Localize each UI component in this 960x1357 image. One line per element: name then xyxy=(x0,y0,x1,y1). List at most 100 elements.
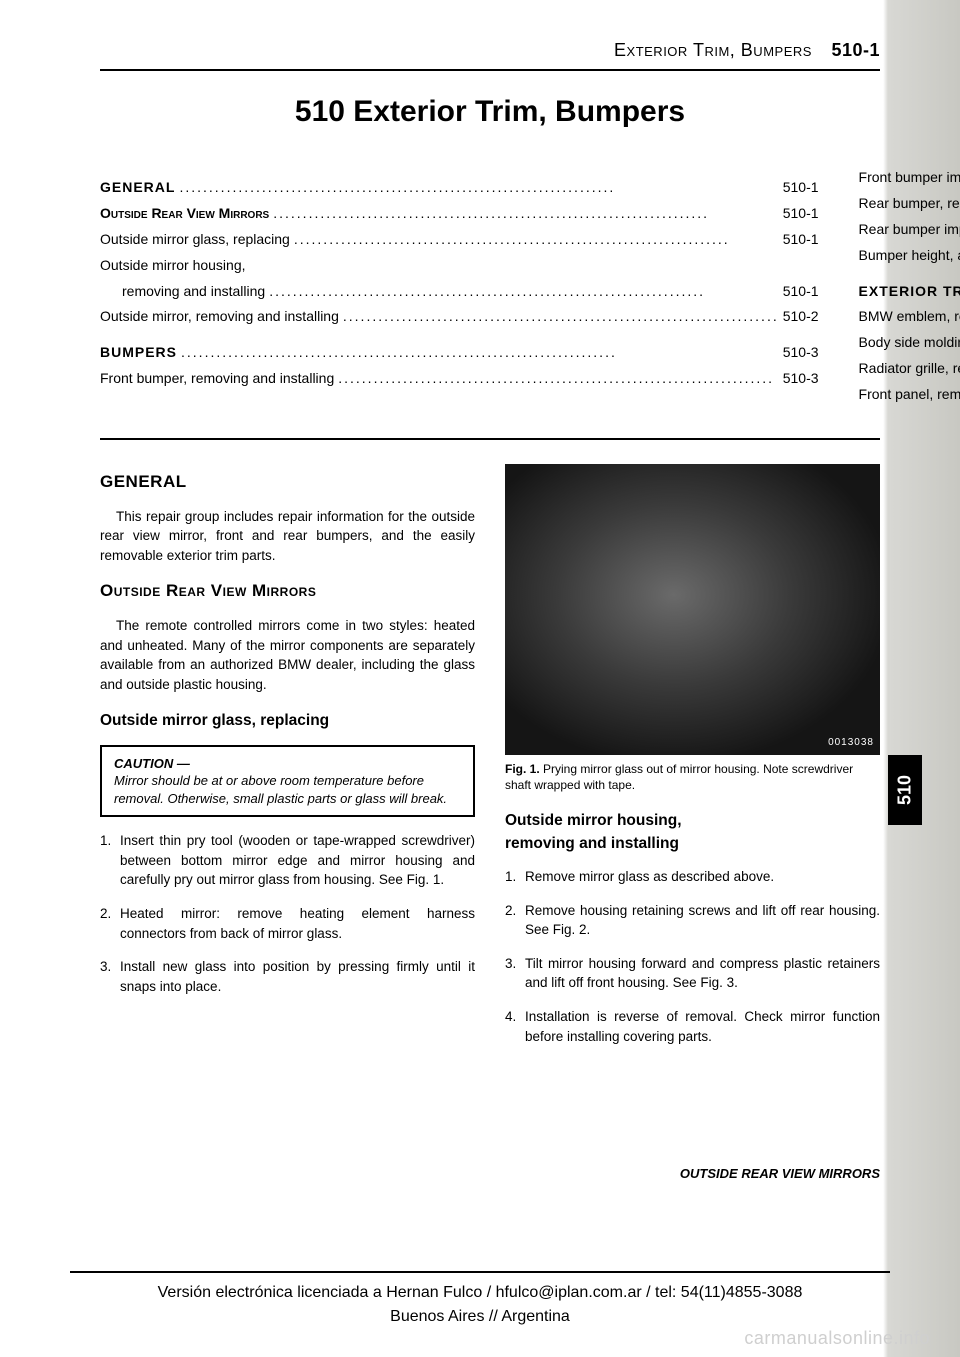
mirrors-para: The remote controlled mirrors come in tw… xyxy=(100,616,475,694)
step-number: 1. xyxy=(505,867,525,887)
figure-label: Fig. 1. xyxy=(505,762,540,776)
running-footer: OUTSIDE REAR VIEW MIRRORS xyxy=(680,1165,880,1184)
toc-dots xyxy=(290,227,783,253)
licence-footer: Versión electrónica licenciada a Hernan … xyxy=(70,1271,890,1329)
toc-label: Body side molding, replacing xyxy=(859,330,960,356)
toc-page: 510-3 xyxy=(783,366,819,392)
caution-box: CAUTION — Mirror should be at or above r… xyxy=(100,745,475,818)
step-text: Heated mirror: remove heating element ha… xyxy=(120,904,475,943)
toc-label: Rear bumper impact absorber, replacing xyxy=(859,217,960,243)
page: Exterior Trim, Bumpers 510-1 510 Exterio… xyxy=(0,0,960,1357)
running-header: Exterior Trim, Bumpers 510-1 xyxy=(100,40,880,71)
toc-dots xyxy=(339,304,783,330)
toc-page: 510-1 xyxy=(783,227,819,253)
toc-page: 510-2 xyxy=(783,304,819,330)
toc-row: Outside Rear View Mirrors 510-1 xyxy=(100,201,819,227)
glass-steps: 1.Insert thin pry tool (wooden or tape-w… xyxy=(100,831,475,996)
step-number: 3. xyxy=(505,954,525,993)
step-number: 2. xyxy=(100,904,120,943)
toc-row: BUMPERS 510-3 xyxy=(100,340,819,366)
step-item: 1.Remove mirror glass as described above… xyxy=(505,867,880,887)
watermark: carmanualsonline.info xyxy=(744,1328,930,1349)
step-number: 4. xyxy=(505,1007,525,1046)
mirrors-heading: Outside Rear View Mirrors xyxy=(100,579,475,604)
toc-label: Front panel, removing and installing xyxy=(859,382,960,408)
figure-id: 0013038 xyxy=(828,736,874,751)
housing-steps: 1.Remove mirror glass as described above… xyxy=(505,867,880,1046)
step-text: Install new glass into position by press… xyxy=(120,957,475,996)
toc-row: Rear bumper, removing and installing510-… xyxy=(859,191,960,217)
toc-row: Body side molding, replacing510-7 xyxy=(859,330,960,356)
body-columns: GENERAL This repair group includes repai… xyxy=(100,464,880,1184)
toc-row: Front bumper, removing and installing 510… xyxy=(100,366,819,392)
housing-heading-1: Outside mirror housing, xyxy=(505,810,880,832)
step-item: 2.Remove housing retaining screws and li… xyxy=(505,901,880,940)
step-text: Remove housing retaining screws and lift… xyxy=(525,901,880,940)
toc-page: 510-1 xyxy=(783,175,819,201)
toc-row: removing and installing510-1 xyxy=(100,279,819,305)
glass-heading: Outside mirror glass, replacing xyxy=(100,710,475,732)
toc-row: BMW emblem, removing and installing510-7 xyxy=(859,304,960,330)
toc-row: Front bumper impact absorber, replacing5… xyxy=(859,165,960,191)
toc-row: Outside mirror glass, replacing 510-1 xyxy=(100,227,819,253)
toc-page: 510-1 xyxy=(783,201,819,227)
housing-heading-2: removing and installing xyxy=(505,833,880,855)
header-page: 510-1 xyxy=(831,40,880,60)
chapter-title: 510 Exterior Trim, Bumpers xyxy=(100,95,880,129)
toc-dots xyxy=(177,340,783,366)
licence-line-2: Buenos Aires // Argentina xyxy=(70,1305,890,1329)
toc-dots xyxy=(175,175,782,201)
left-column: GENERAL This repair group includes repai… xyxy=(100,464,475,1184)
figure-caption: Fig. 1. Prying mirror glass out of mirro… xyxy=(505,761,880,795)
caution-title: CAUTION — xyxy=(114,756,190,771)
toc-dots xyxy=(265,279,783,305)
step-item: 1.Insert thin pry tool (wooden or tape-w… xyxy=(100,831,475,890)
toc-dots xyxy=(334,366,783,392)
general-para: This repair group includes repair inform… xyxy=(100,507,475,566)
toc-label: Outside mirror glass, replacing xyxy=(100,227,290,253)
toc-label: Outside mirror housing, xyxy=(100,253,246,279)
thumb-tab: 510 xyxy=(888,755,922,825)
toc-label: Bumper height, adjusting xyxy=(859,243,960,269)
toc-left-column: GENERAL 510-1 Outside Rear View Mirrors 510… xyxy=(100,165,819,408)
figure-image: 0013038 xyxy=(505,464,880,755)
toc-label: Outside Rear View Mirrors xyxy=(100,201,269,227)
toc-row: Bumper height, adjusting510-6 xyxy=(859,243,960,269)
content-area: Exterior Trim, Bumpers 510-1 510 Exterio… xyxy=(100,40,880,1184)
step-text: Tilt mirror housing forward and compress… xyxy=(525,954,880,993)
step-item: 3.Tilt mirror housing forward and compre… xyxy=(505,954,880,993)
toc-label: EXTERIOR TRIM xyxy=(859,279,960,305)
toc-dots xyxy=(269,201,783,227)
toc-label: Radiator grille, removing and installing xyxy=(859,356,960,382)
table-of-contents: GENERAL 510-1 Outside Rear View Mirrors 510… xyxy=(100,165,880,408)
figure-text: Prying mirror glass out of mirror housin… xyxy=(505,762,853,793)
step-text: Installation is reverse of removal. Chec… xyxy=(525,1007,880,1046)
toc-row: Radiator grille, removing and installing… xyxy=(859,356,960,382)
toc-row: Front panel, removing and installing510-… xyxy=(859,382,960,408)
toc-row: Outside mirror, removing and installing 5… xyxy=(100,304,819,330)
toc-page: 510-1 xyxy=(783,279,819,305)
header-title: Exterior Trim, Bumpers xyxy=(614,40,812,60)
toc-row: Rear bumper impact absorber, replacing51… xyxy=(859,217,960,243)
step-number: 1. xyxy=(100,831,120,890)
toc-page: 510-3 xyxy=(783,340,819,366)
toc-label: GENERAL xyxy=(100,175,175,201)
toc-label: BUMPERS xyxy=(100,340,177,366)
step-item: 4.Installation is reverse of removal. Ch… xyxy=(505,1007,880,1046)
toc-row: EXTERIOR TRIM510-6 xyxy=(859,279,960,305)
toc-label: Rear bumper, removing and installing xyxy=(859,191,960,217)
step-item: 3.Install new glass into position by pre… xyxy=(100,957,475,996)
toc-label: BMW emblem, removing and installing xyxy=(859,304,960,330)
toc-row: GENERAL 510-1 xyxy=(100,175,819,201)
toc-label: Front bumper, removing and installing xyxy=(100,366,334,392)
step-number: 2. xyxy=(505,901,525,940)
caution-body: Mirror should be at or above room temper… xyxy=(114,773,447,806)
right-column: 0013038 Fig. 1. Prying mirror glass out … xyxy=(505,464,880,1184)
step-text: Insert thin pry tool (wooden or tape-wra… xyxy=(120,831,475,890)
step-item: 2.Heated mirror: remove heating element … xyxy=(100,904,475,943)
toc-label: Outside mirror, removing and installing xyxy=(100,304,339,330)
step-number: 3. xyxy=(100,957,120,996)
licence-line-1: Versión electrónica licenciada a Hernan … xyxy=(70,1281,890,1305)
general-heading: GENERAL xyxy=(100,470,475,495)
toc-label: Front bumper impact absorber, replacing xyxy=(859,165,960,191)
